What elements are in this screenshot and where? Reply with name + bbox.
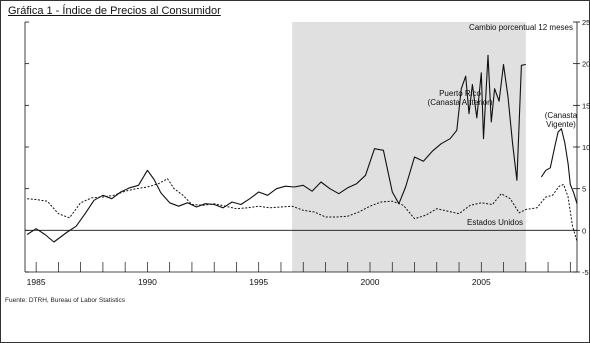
series-line-puerto-rico-canasta-anterior (26, 54, 526, 243)
series-annotation: (Canasta Anterior) (428, 98, 493, 107)
y-tick-label: -5 (582, 268, 589, 277)
series-annotation: Puerto Rico (439, 89, 481, 98)
y-tick-label: 15 (582, 101, 590, 110)
shaded-region (292, 22, 526, 272)
y-tick-label: 25 (582, 18, 590, 27)
y-axis-label: Cambio porcentual 12 meses (469, 23, 573, 32)
x-tick-label: 1985 (27, 277, 46, 287)
x-tick-label: 2005 (472, 277, 491, 287)
source-note: Fuente: DTRH, Bureau of Labor Statistics (5, 297, 125, 304)
y-tick-label: 20 (582, 60, 590, 69)
x-tick-label: 1990 (138, 277, 157, 287)
series-annotation: (Canasta (545, 111, 578, 120)
chart-title: Gráfica 1 - Índice de Precios al Consumi… (8, 5, 221, 17)
y-tick-label: 0 (582, 226, 586, 235)
series-annotation: Estados Unidos (467, 218, 523, 227)
x-tick-label: 2000 (361, 277, 380, 287)
y-tick-label: 10 (582, 143, 590, 152)
series-line-estados-unidos (27, 178, 578, 242)
x-tick-label: 1995 (249, 277, 268, 287)
series-line-puerto-rico-canasta-vigente (540, 128, 578, 204)
y-tick-label: 5 (582, 185, 586, 194)
series-annotation: Vigente) (546, 120, 576, 129)
